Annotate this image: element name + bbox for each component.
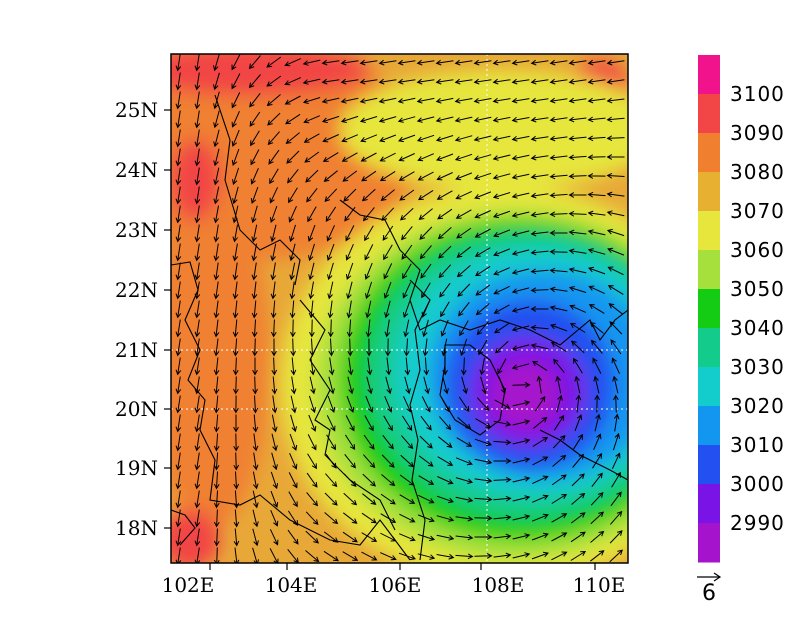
colorbar-swatch bbox=[698, 523, 720, 563]
lon-label-110e: 110E bbox=[573, 573, 626, 597]
colorbar-swatch bbox=[698, 406, 720, 446]
lon-label-106e: 106E bbox=[369, 573, 422, 597]
lat-label-22n: 22N bbox=[115, 278, 158, 302]
colorbar-label-3090: 3090 bbox=[730, 121, 785, 145]
colorbar-label-2990: 2990 bbox=[730, 511, 785, 535]
lon-label-108e: 108E bbox=[472, 573, 525, 597]
lat-label-19n: 19N bbox=[115, 456, 158, 480]
colorbar-swatch bbox=[698, 289, 720, 329]
colorbar-label-3080: 3080 bbox=[730, 160, 785, 184]
colorbar-labels: 3100 3090 3080 3070 3060 3050 3040 3030 … bbox=[730, 82, 785, 535]
colorbar-swatch bbox=[698, 367, 720, 407]
colorbar-swatch bbox=[698, 94, 720, 134]
lon-label-102e: 102E bbox=[162, 573, 215, 597]
colorbar-swatch bbox=[698, 172, 720, 212]
colorbar-label-3040: 3040 bbox=[730, 316, 785, 340]
colorbar-swatch bbox=[698, 484, 720, 524]
colorbar-swatch bbox=[698, 445, 720, 485]
colorbar-swatch bbox=[698, 328, 720, 368]
colorbar-label-3010: 3010 bbox=[730, 433, 785, 457]
colorbar-label-3020: 3020 bbox=[730, 394, 785, 418]
reference-vector: 6 bbox=[697, 573, 720, 606]
reference-vector-label: 6 bbox=[702, 581, 716, 606]
longitude-tick-labels: 102E 104E 106E 108E 110E bbox=[162, 573, 626, 597]
lat-label-24n: 24N bbox=[115, 158, 158, 182]
colorbar-label-3060: 3060 bbox=[730, 238, 785, 262]
lat-label-23n: 23N bbox=[115, 218, 158, 242]
colorbar-swatch bbox=[698, 250, 720, 290]
colorbar-swatch bbox=[698, 133, 720, 173]
latitude-tick-labels: 25N 24N 23N 22N 21N 20N 19N 18N bbox=[115, 98, 158, 540]
colorbar-label-3030: 3030 bbox=[730, 355, 785, 379]
colorbar-swatches bbox=[698, 55, 720, 563]
colorbar-swatch bbox=[698, 211, 720, 251]
lat-label-18n: 18N bbox=[115, 516, 158, 540]
colorbar-label-3000: 3000 bbox=[730, 472, 785, 496]
lat-label-21n: 21N bbox=[115, 338, 158, 362]
wind-height-map-figure: 102E 104E 106E 108E 110E 25N 24N 23N 22N… bbox=[0, 0, 800, 618]
lat-label-25n: 25N bbox=[115, 98, 158, 122]
colorbar-label-3050: 3050 bbox=[730, 277, 785, 301]
lon-label-104e: 104E bbox=[265, 573, 318, 597]
colorbar-label-3070: 3070 bbox=[730, 199, 785, 223]
geopotential-height-field bbox=[100, 40, 730, 585]
lat-label-20n: 20N bbox=[115, 397, 158, 421]
colorbar-label-3100: 3100 bbox=[730, 82, 785, 106]
colorbar-swatch bbox=[698, 55, 720, 95]
colorbar: 3100 3090 3080 3070 3060 3050 3040 3030 … bbox=[698, 55, 785, 563]
